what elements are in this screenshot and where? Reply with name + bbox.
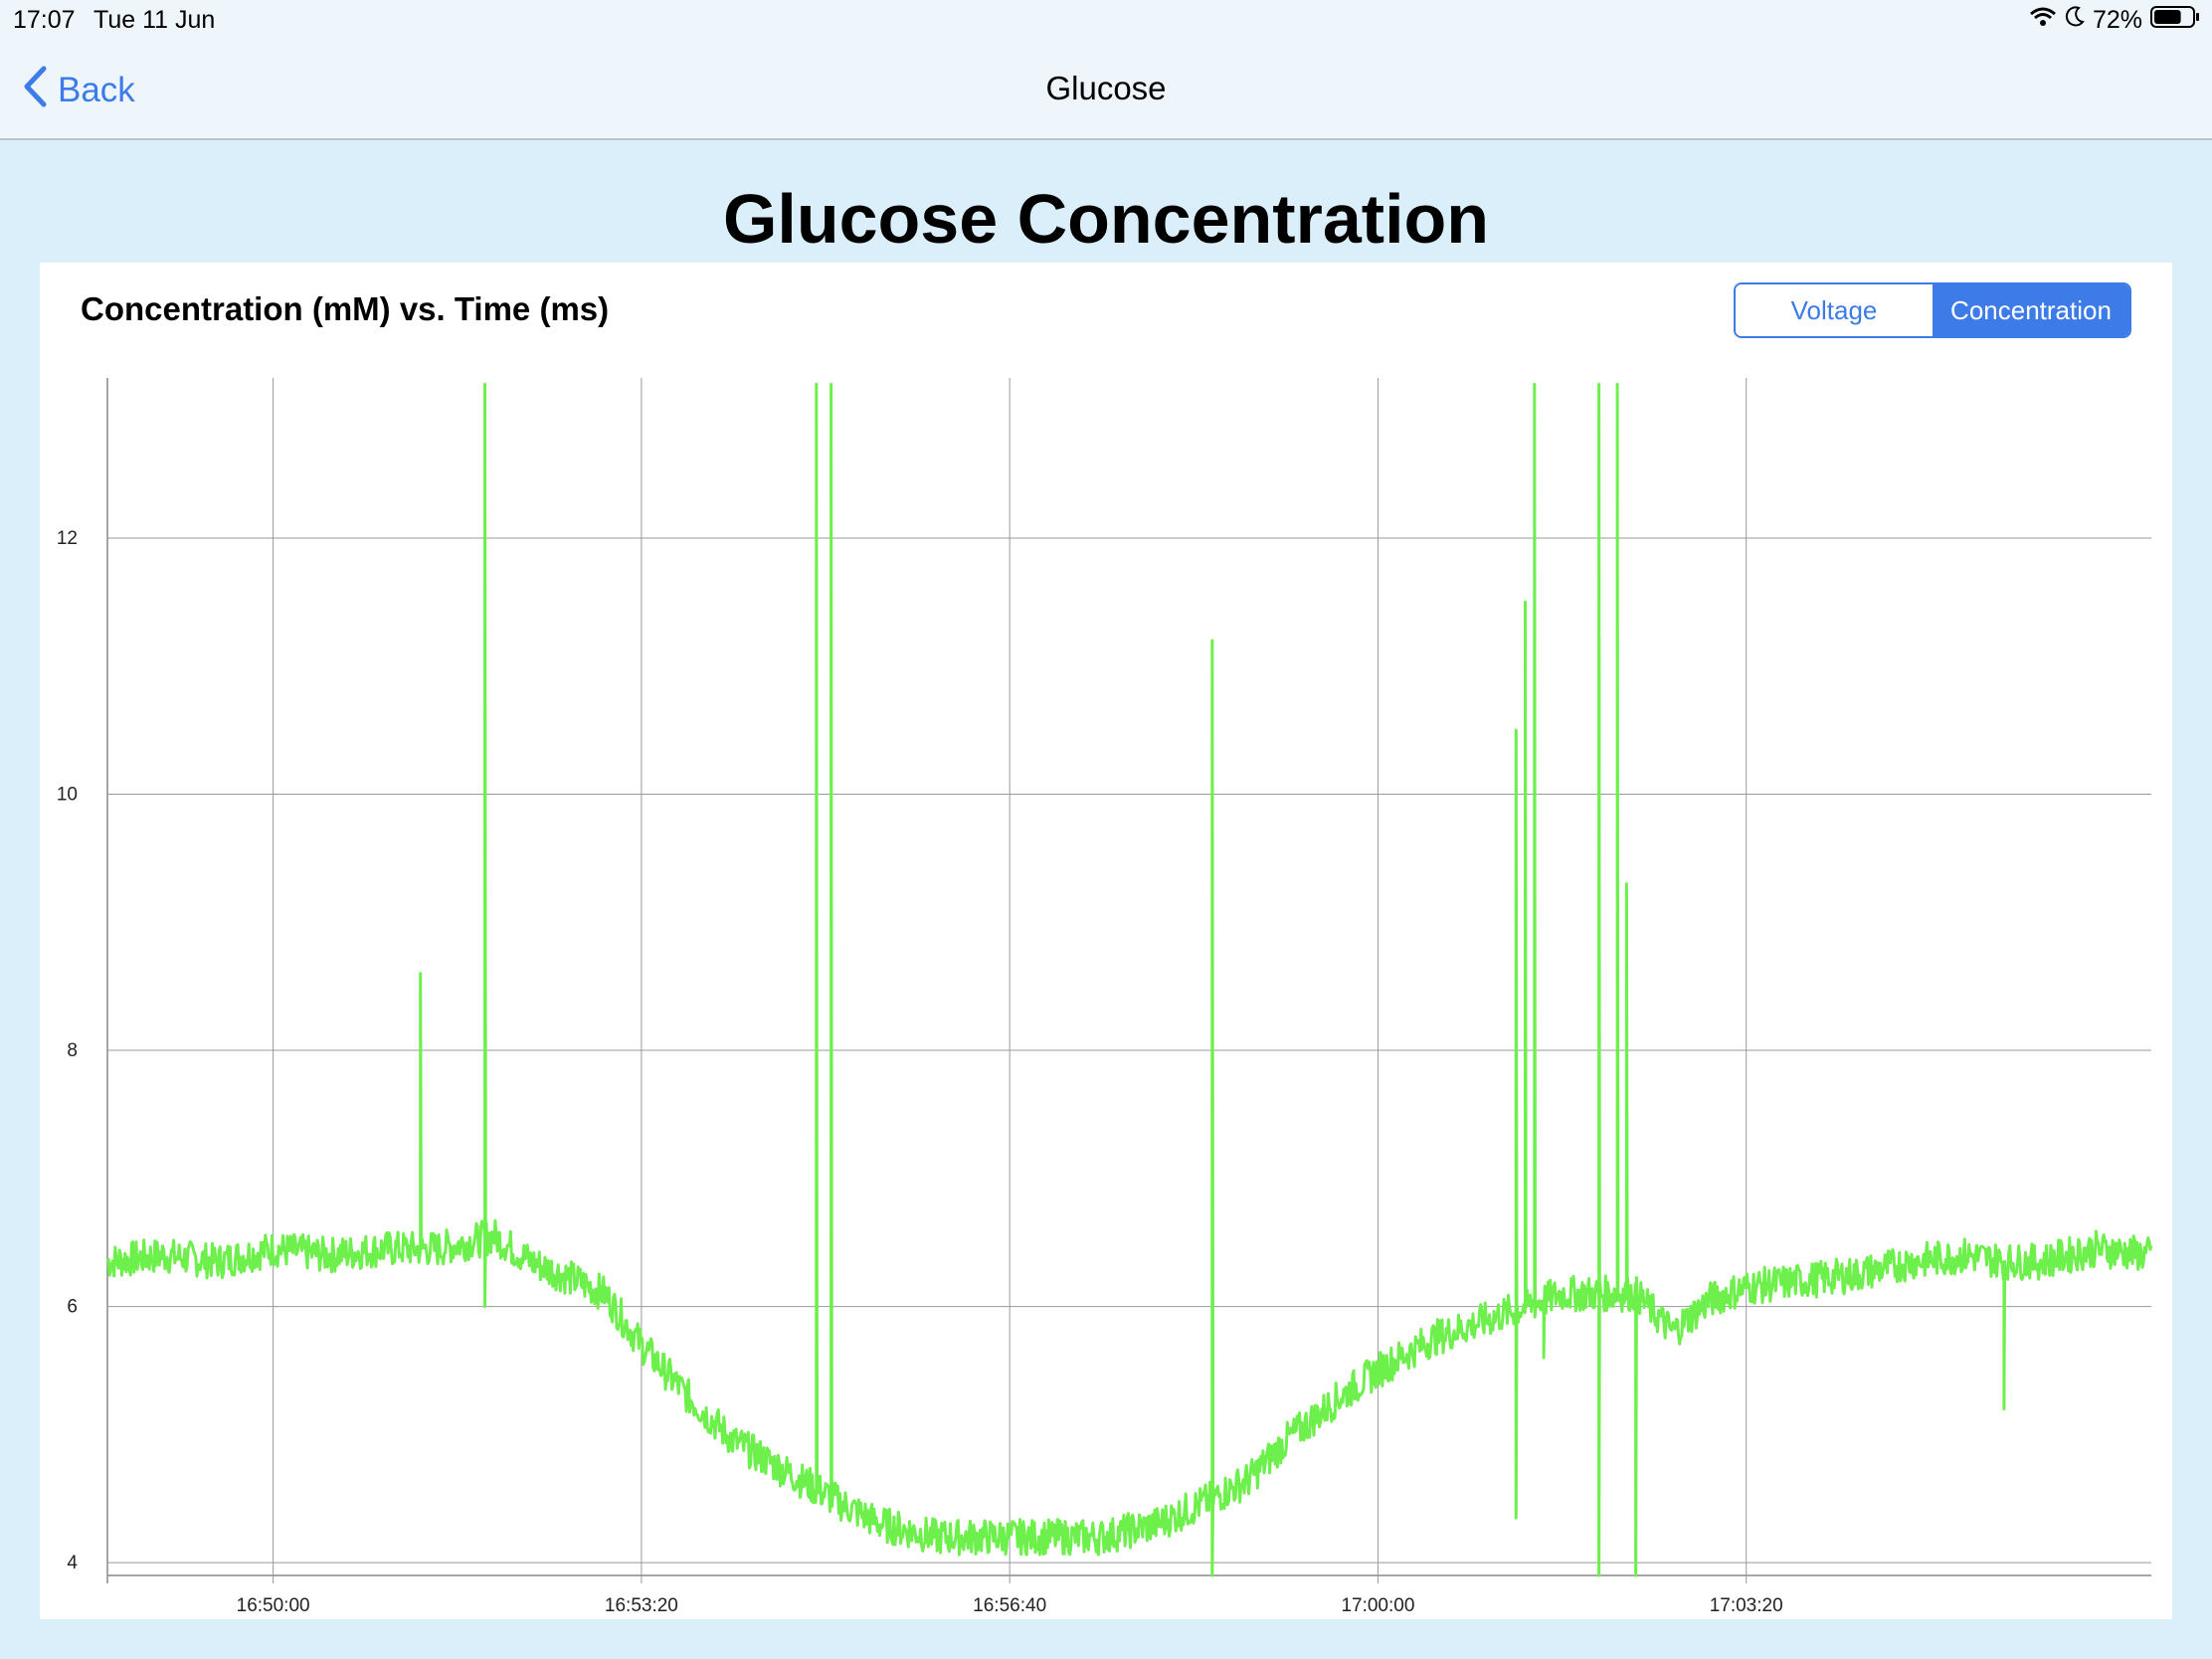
y-tick-label: 12	[57, 528, 78, 549]
battery-percent: 72%	[2092, 6, 2142, 34]
x-tick-label: 16:53:20	[605, 1595, 678, 1616]
x-tick-label: 17:00:00	[1341, 1595, 1414, 1616]
y-tick-label: 4	[67, 1553, 78, 1573]
concentration-chart: 4 6 8 10 12 16:50:00 16:53:20 16:56:40 17:00:00 1…	[57, 378, 2153, 1616]
series-line	[105, 382, 2153, 1577]
status-bar: 17:07 Tue 11 Jun 72%	[0, 0, 2212, 40]
status-time: 17:07	[13, 6, 76, 34]
x-tick-label: 16:56:40	[973, 1595, 1046, 1616]
x-tick-label: 17:03:20	[1710, 1595, 1783, 1616]
status-icons: 72%	[2029, 5, 2200, 36]
battery-icon	[2150, 5, 2200, 36]
nav-title: Glucose	[1045, 70, 1167, 106]
segment-voltage[interactable]: Voltage	[1736, 284, 1933, 336]
chart-card: Concentration (mM) vs. Time (ms) Voltage…	[40, 263, 2172, 1619]
wifi-icon	[2029, 6, 2057, 35]
chart-subtitle: Concentration (mM) vs. Time (ms)	[81, 290, 610, 327]
chevron-left-icon	[22, 65, 48, 117]
status-date: Tue 11 Jun	[93, 6, 216, 34]
x-tick-label: 16:50:00	[237, 1595, 310, 1616]
back-button[interactable]: Back	[22, 66, 135, 115]
y-tick-label: 10	[57, 785, 78, 806]
chart-grid	[106, 378, 2151, 1583]
segment-concentration[interactable]: Concentration	[1933, 284, 2129, 336]
segmented-control: Voltage Concentration	[1734, 282, 2131, 338]
y-tick-label: 8	[67, 1040, 78, 1061]
moon-icon	[2065, 6, 2085, 35]
y-tick-label: 6	[67, 1297, 78, 1318]
page-title: Glucose Concentration	[722, 180, 1490, 258]
navigation-bar: Back Glucose	[0, 40, 2212, 140]
back-label: Back	[58, 71, 135, 109]
chart-ticks: 4 6 8 10 12 16:50:00 16:53:20 16:56:40 17:00:00 1…	[57, 528, 1783, 1616]
